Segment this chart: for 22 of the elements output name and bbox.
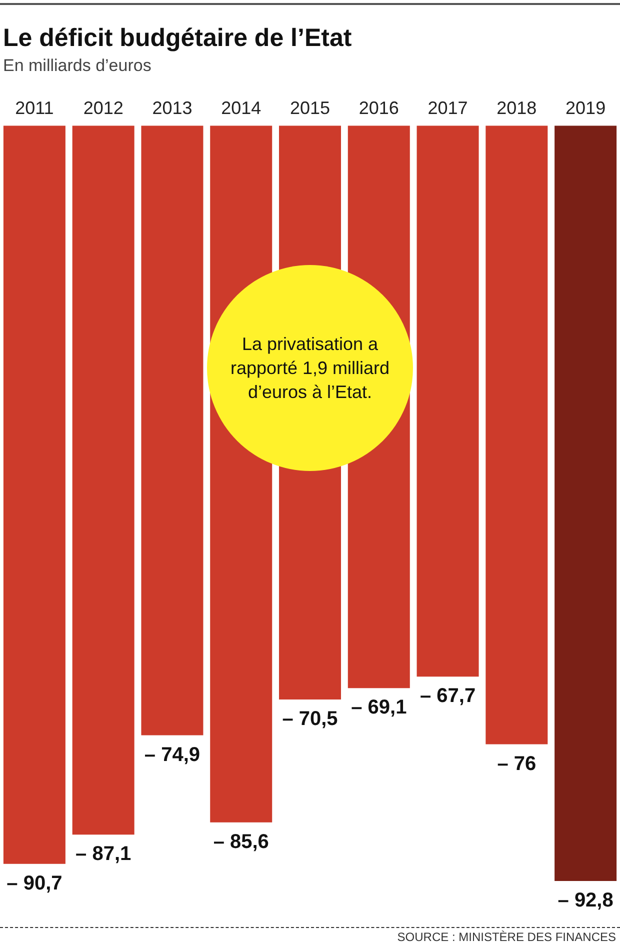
data-label: – 85,6 — [213, 830, 269, 853]
x-tick-label: 2012 — [83, 98, 124, 118]
data-label: – 92,8 — [558, 890, 614, 912]
data-label: – 70,5 — [282, 708, 338, 730]
x-tick-label: 2014 — [221, 98, 262, 118]
data-label: – 87,1 — [76, 843, 132, 866]
x-tick-label: 2016 — [358, 98, 399, 118]
chart-title: Le déficit budgétaire de l’Etat — [3, 24, 352, 53]
data-label: – 67,7 — [420, 685, 476, 708]
chart-subtitle: En milliards d’euros — [3, 56, 152, 76]
annotation: La privatisation a rapporté 1,9 milliard d’euros à l’Etat. — [229, 333, 391, 404]
data-label: – 90,7 — [6, 872, 62, 894]
x-tick-label: 2011 — [15, 98, 54, 118]
x-tick-label: 2018 — [496, 98, 537, 118]
x-tick-label: 2017 — [428, 98, 468, 118]
source-note: SOURCE : MINISTÈRE DES FINANCES — [397, 930, 616, 944]
data-label: – 69,1 — [351, 696, 407, 719]
data-label: – 76 — [497, 752, 536, 775]
x-tick-label: 2019 — [566, 98, 606, 118]
data-label: – 74,9 — [144, 744, 200, 766]
x-tick-label: 2013 — [152, 98, 192, 118]
x-tick-label: 2015 — [290, 98, 330, 118]
